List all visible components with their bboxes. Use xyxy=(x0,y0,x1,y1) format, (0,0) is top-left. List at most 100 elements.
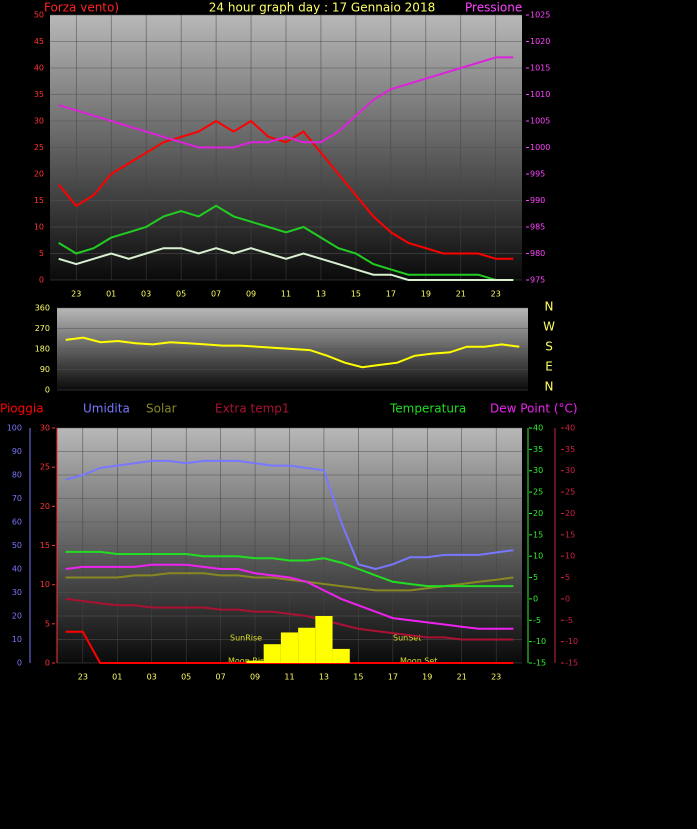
x-tick-label: 01 xyxy=(112,673,122,682)
y2-tick-label: -5 xyxy=(533,616,541,625)
x-tick-label: 11 xyxy=(284,673,294,682)
y3-tick-label: 10 xyxy=(12,635,22,644)
y2-tick-label: 985 xyxy=(530,223,545,232)
y-tick-label: 50 xyxy=(34,11,44,20)
y-tick-label: 360 xyxy=(35,304,50,313)
x-tick-label: 05 xyxy=(181,673,191,682)
legend-entry: Dew Point (°C) xyxy=(490,402,578,416)
y4-tick-label: -15 xyxy=(565,659,578,668)
y2-tick-label: 1020 xyxy=(530,37,550,46)
y2-tick-label: 40 xyxy=(533,424,543,433)
series-line xyxy=(65,336,520,369)
y4-tick-label: 35 xyxy=(565,445,575,454)
x-tick-label: 15 xyxy=(351,290,361,299)
y2-tick-label: 1000 xyxy=(530,143,550,152)
x-tick-label: 15 xyxy=(353,673,363,682)
series-line xyxy=(58,247,514,281)
y-tick-label: 0 xyxy=(45,386,50,395)
series-line xyxy=(65,563,514,630)
series-line xyxy=(57,119,514,260)
y2-tick-label: -10 xyxy=(533,637,546,646)
x-tick-label: 11 xyxy=(281,290,291,299)
bar xyxy=(298,627,316,663)
y2-tick-label: 25 xyxy=(533,488,543,497)
y-tick-label: 45 xyxy=(34,37,44,46)
x-tick-label: 13 xyxy=(316,290,326,299)
y2-tick-label: 975 xyxy=(530,276,545,285)
y4-tick-label: -5 xyxy=(565,616,573,625)
bar xyxy=(332,648,350,663)
y-tick-label: 25 xyxy=(34,143,44,152)
y-tick-label: 5 xyxy=(45,619,50,628)
y2-tick-label: 990 xyxy=(530,196,545,205)
y-axis-label: Forza vento) xyxy=(44,1,119,15)
y2-tick-label: 995 xyxy=(530,170,545,179)
y-tick-label: 90 xyxy=(40,365,50,374)
series-line xyxy=(58,204,514,281)
y-tick-label: 20 xyxy=(40,502,50,511)
x-tick-label: 05 xyxy=(176,290,186,299)
compass-label: E xyxy=(545,360,553,374)
bar xyxy=(263,644,281,663)
y4-tick-label: 5 xyxy=(565,573,570,582)
y2-tick-label: 5 xyxy=(533,573,538,582)
series-line xyxy=(65,597,514,641)
compass-label: N xyxy=(545,300,554,314)
y3-tick-label: 100 xyxy=(7,424,22,433)
series-line xyxy=(65,459,514,571)
compass-label: S xyxy=(545,340,553,354)
y4-tick-label: 15 xyxy=(565,530,575,539)
y3-tick-label: 0 xyxy=(17,659,22,668)
series-line xyxy=(58,56,514,149)
y2-tick-label: -15 xyxy=(533,659,546,668)
series-line xyxy=(65,550,514,588)
x-tick-label: 09 xyxy=(246,290,256,299)
x-tick-label: 23 xyxy=(71,290,81,299)
y-tick-label: 5 xyxy=(39,249,44,258)
x-tick-label: 01 xyxy=(106,290,116,299)
y4-tick-label: 20 xyxy=(565,509,575,518)
annotation: Moon Set xyxy=(400,657,437,666)
x-tick-label: 23 xyxy=(491,290,501,299)
x-tick-label: 17 xyxy=(386,290,396,299)
legend-entry: Temperatura xyxy=(389,402,466,416)
x-tick-label: 19 xyxy=(422,673,432,682)
y-tick-label: 15 xyxy=(34,196,44,205)
compass-label: W xyxy=(543,320,555,334)
y3-tick-label: 80 xyxy=(12,471,22,480)
y2-tick-label: 980 xyxy=(530,249,545,258)
y4-tick-label: 25 xyxy=(565,488,575,497)
y3-tick-label: 50 xyxy=(12,541,22,550)
y3-tick-label: 20 xyxy=(12,612,22,621)
y2-tick-label: 10 xyxy=(533,552,543,561)
y-tick-label: 40 xyxy=(34,64,44,73)
y4-tick-label: 30 xyxy=(565,466,575,475)
bar xyxy=(280,632,299,663)
compass-label: N xyxy=(545,380,554,394)
x-tick-label: 07 xyxy=(216,673,226,682)
x-tick-label: 21 xyxy=(456,290,466,299)
x-tick-label: 03 xyxy=(147,673,157,682)
y2-tick-label: 15 xyxy=(533,530,543,539)
x-tick-label: 17 xyxy=(388,673,398,682)
chart-title: 24 hour graph day : 17 Gennaio 2018 xyxy=(209,1,435,15)
y-tick-label: 0 xyxy=(45,659,50,668)
y4-tick-label: -10 xyxy=(565,637,578,646)
bar xyxy=(246,660,264,663)
y-tick-label: 20 xyxy=(34,170,44,179)
y2-tick-label: 30 xyxy=(533,466,543,475)
x-tick-label: 19 xyxy=(421,290,431,299)
x-tick-label: 03 xyxy=(141,290,151,299)
y-tick-label: 30 xyxy=(34,117,44,126)
y3-tick-label: 30 xyxy=(12,588,22,597)
x-tick-label: 07 xyxy=(211,290,221,299)
legend-entry: Extra temp1 xyxy=(215,402,290,416)
y4-tick-label: 10 xyxy=(565,552,575,561)
y-tick-label: 25 xyxy=(40,463,50,472)
y-tick-label: 180 xyxy=(35,345,50,354)
y3-tick-label: 60 xyxy=(12,518,22,527)
y2-tick-label: 1015 xyxy=(530,64,550,73)
legend-entry: Pioggia xyxy=(0,402,44,416)
